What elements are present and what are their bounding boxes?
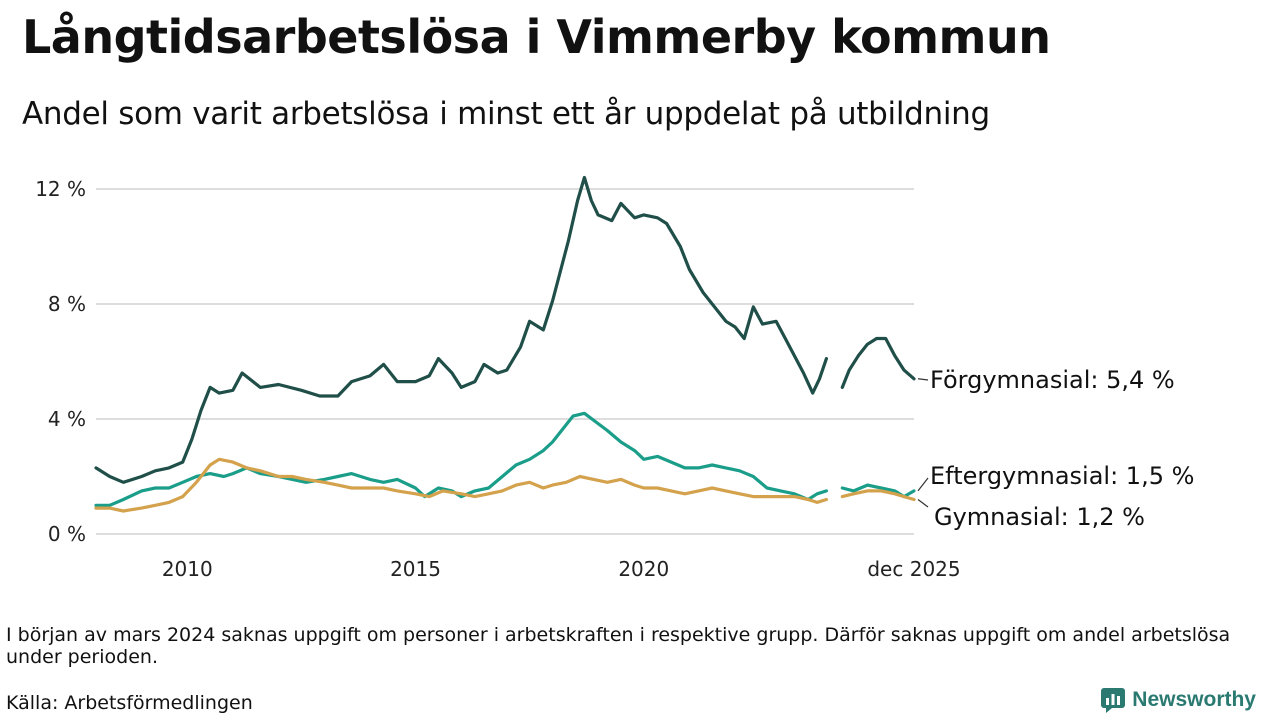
footnote: I början av mars 2024 saknas uppgift om … [6,624,1231,668]
x-axis-tick-labels: 2010 2015 2020 dec 2025 [162,557,961,581]
series-end-labels: Förgymnasial: 5,4 % Eftergymnasial: 1,5 %… [917,366,1194,531]
series-line-gymnasial-after-gap [840,489,916,502]
label-leader-gymnasial [917,499,929,508]
series-line-förgymnasial-after-gap [840,336,916,389]
y-tick-label: 0 % [48,522,86,546]
chart-title: Långtidsarbetslösa i Vimmerby kommun [22,10,1051,64]
x-tick-label: 2010 [162,557,213,581]
x-tick-label: dec 2025 [867,557,960,581]
label-leader-förgymnasial [917,378,929,381]
y-tick-label: 4 % [48,407,86,431]
series-line-eftergymnasial-before-gap [94,411,828,507]
series-line-förgymnasial-before-gap [94,175,828,484]
brand-name: Newsworthy [1132,688,1256,711]
newsworthy-icon [1101,688,1126,713]
series-label-eftergymnasial: Eftergymnasial: 1,5 % [930,462,1194,490]
series-label-gymnasial: Gymnasial: 1,2 % [934,503,1145,531]
grid-lines [96,188,914,535]
line-chart: 0 % 4 % 8 % 12 % 2010 2015 2020 dec 2025 Förgy… [35,175,1194,581]
newsworthy-logo: Newsworthy [1100,687,1256,713]
x-tick-label: 2020 [618,557,669,581]
y-axis-tick-labels: 0 % 4 % 8 % 12 % [35,177,86,546]
chart-subtitle: Andel som varit arbetslösa i minst ett å… [22,96,990,132]
series-lines [94,175,916,513]
x-tick-label: 2015 [390,557,441,581]
y-tick-label: 8 % [48,292,86,316]
y-tick-label: 12 % [35,177,86,201]
source-text: Källa: Arbetsförmedlingen [6,692,253,714]
label-leader-eftergymnasial [917,477,929,492]
series-line-gymnasial-before-gap [94,457,828,513]
series-label-förgymnasial: Förgymnasial: 5,4 % [930,366,1175,394]
